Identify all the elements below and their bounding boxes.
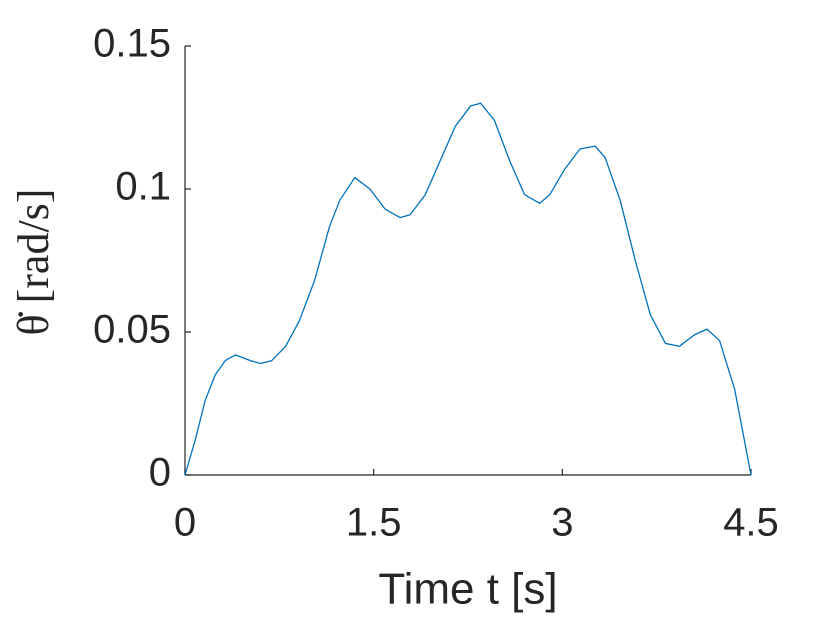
x-tick-label: 1.5 bbox=[346, 501, 402, 545]
x-tick-label: 4.5 bbox=[723, 501, 779, 545]
x-tick-label: 3 bbox=[551, 501, 573, 545]
data-line bbox=[184, 102, 752, 476]
y-tick-label: 0 bbox=[149, 451, 171, 495]
y-tick-label: 0.1 bbox=[115, 165, 171, 209]
x-tick-label: 0 bbox=[174, 501, 196, 545]
y-axis-label: θ̇ [rad/s] bbox=[9, 189, 58, 336]
y-tick-label: 0.05 bbox=[93, 308, 171, 352]
y-tick-label: 0.15 bbox=[93, 22, 171, 66]
x-axis-label: Time t [s] bbox=[378, 565, 557, 614]
